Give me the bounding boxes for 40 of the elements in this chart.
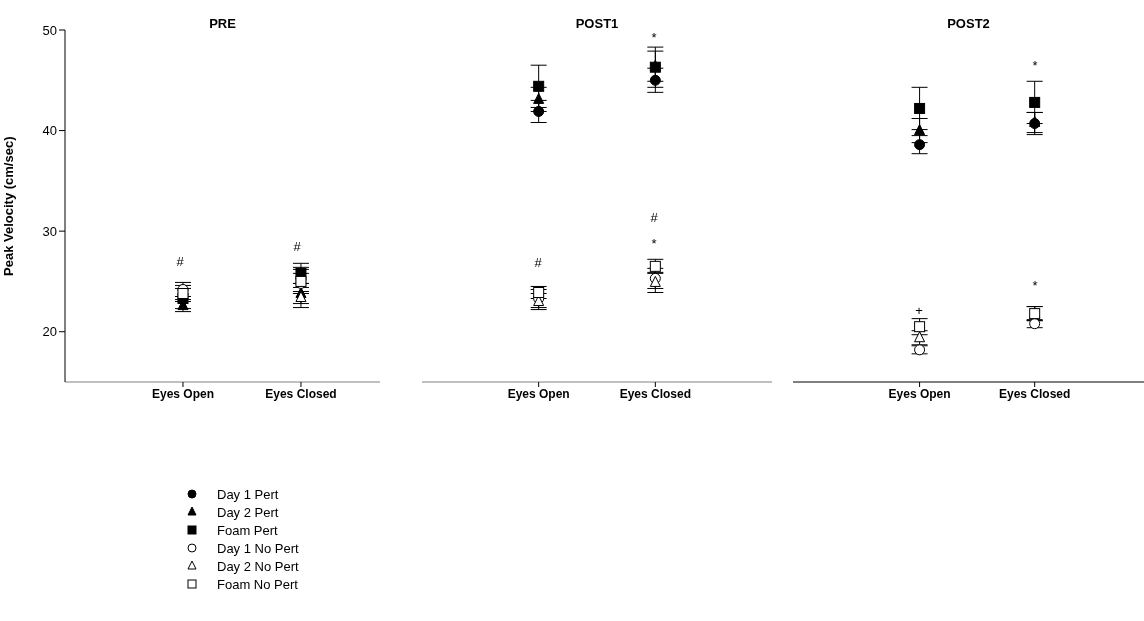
y-tick-label: 20 bbox=[42, 324, 57, 340]
point bbox=[533, 92, 545, 104]
annotation: * bbox=[1031, 58, 1039, 74]
point bbox=[533, 80, 545, 92]
y-tick-label: 30 bbox=[42, 223, 57, 239]
x-tick-label: Eyes Open bbox=[888, 386, 951, 401]
point bbox=[914, 331, 926, 343]
point bbox=[914, 124, 926, 136]
x-tick-label: Eyes Open bbox=[507, 386, 570, 401]
point bbox=[914, 102, 926, 114]
chart-title: POST1 bbox=[574, 16, 620, 31]
point bbox=[649, 74, 661, 86]
y-tick-label: 50 bbox=[42, 22, 57, 38]
annotation: + bbox=[914, 303, 924, 319]
x-tick-label: Eyes Closed bbox=[265, 386, 337, 401]
point bbox=[1029, 96, 1041, 108]
annotation: * bbox=[650, 30, 658, 46]
x-tick-label: Eyes Open bbox=[151, 386, 214, 401]
x-tick-label: Eyes Closed bbox=[619, 386, 692, 401]
legend-label: Day 2 No Pert bbox=[217, 558, 299, 574]
x-tick-label: Eyes Closed bbox=[998, 386, 1071, 401]
annotation: # bbox=[292, 239, 302, 255]
annotation: # bbox=[175, 254, 185, 270]
annotation: * bbox=[1031, 278, 1039, 294]
legend-label: Foam Pert bbox=[217, 522, 278, 538]
legend-label: Day 2 Pert bbox=[217, 504, 279, 520]
point bbox=[295, 291, 307, 303]
legend-label: Day 1 Pert bbox=[217, 486, 279, 502]
annotation: * bbox=[650, 236, 658, 252]
point bbox=[914, 139, 926, 151]
legend-label: Day 1 No Pert bbox=[217, 540, 299, 556]
chart-title: POST2 bbox=[946, 16, 991, 31]
point bbox=[533, 105, 545, 117]
legend-label: Foam No Pert bbox=[217, 576, 298, 592]
chart-title: PRE bbox=[208, 16, 237, 31]
point bbox=[177, 288, 189, 299]
annotation: # bbox=[649, 210, 659, 226]
y-axis-title: Peak Velocity (cm/sec) bbox=[0, 136, 16, 276]
annotation: # bbox=[533, 255, 543, 271]
y-tick-label: 40 bbox=[42, 123, 57, 139]
